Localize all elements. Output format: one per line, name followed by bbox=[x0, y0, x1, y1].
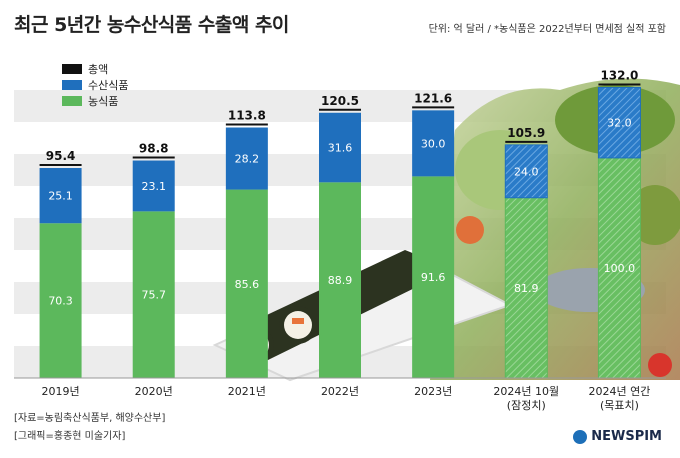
category-label: 2024년 연간 bbox=[588, 385, 650, 398]
bar-seafood bbox=[225, 127, 268, 190]
x-axis: 2019년 2020년 2021년 2022년 2023년 2024년 10월(잠정치) 2… bbox=[14, 377, 666, 412]
legend-label: 수산식품 bbox=[88, 79, 128, 92]
labels-layer: 70.3 25.1 95.4 75.7 23.1 98.8 85.6 28.2 113.8 88.… bbox=[39, 68, 641, 308]
bar-seafood bbox=[504, 144, 548, 199]
tomato-shape bbox=[456, 216, 484, 244]
value-label-agri: 70.3 bbox=[48, 295, 73, 308]
legend-label: 농식품 bbox=[88, 95, 118, 108]
total-label: 120.5 bbox=[321, 94, 359, 108]
tomato-shape bbox=[648, 353, 672, 377]
total-label: 105.9 bbox=[507, 126, 545, 140]
value-label-seafood: 31.6 bbox=[328, 142, 353, 155]
bar-seafood bbox=[412, 110, 455, 177]
bars-layer bbox=[39, 86, 641, 379]
value-label-agri: 100.0 bbox=[604, 262, 636, 275]
total-label: 113.8 bbox=[228, 109, 266, 123]
bar-agri bbox=[132, 211, 175, 378]
chart-title: 최근 5년간 농수산식품 수출액 추이 bbox=[14, 14, 289, 36]
kimbap-slice-shape bbox=[284, 311, 312, 339]
bar-agri bbox=[319, 182, 361, 378]
value-label-agri: 88.9 bbox=[328, 274, 353, 287]
value-label-seafood: 30.0 bbox=[421, 137, 446, 150]
total-label: 98.8 bbox=[139, 142, 169, 156]
category-sublabel: (목표치) bbox=[600, 399, 639, 412]
source-note: [자료=농림축산식품부, 해양수산부] bbox=[14, 413, 166, 424]
newspim-logo: NEWSPIM bbox=[573, 429, 662, 444]
unit-note: 단위: 억 달러 / *농식품은 2022년부터 면세점 실적 포함 bbox=[428, 24, 666, 35]
legend-swatch bbox=[62, 96, 82, 106]
value-label-agri: 91.6 bbox=[421, 271, 446, 284]
category-label: 2020년 bbox=[135, 385, 173, 398]
bar-agri bbox=[225, 189, 268, 378]
category-sublabel: (잠정치) bbox=[507, 399, 546, 412]
category-label: 2023년 bbox=[414, 385, 452, 398]
category-label: 2019년 bbox=[42, 385, 80, 398]
bar-seafood bbox=[132, 160, 175, 212]
value-label-agri: 85.6 bbox=[235, 278, 260, 291]
bar-seafood bbox=[39, 168, 82, 224]
bar-seafood bbox=[319, 112, 361, 183]
legend-swatch bbox=[62, 64, 82, 74]
total-label: 132.0 bbox=[600, 68, 638, 82]
kimbap-filling-shape bbox=[292, 318, 304, 324]
legend-swatch bbox=[62, 80, 82, 90]
globe-icon bbox=[573, 429, 588, 444]
total-label: 95.4 bbox=[46, 149, 76, 163]
category-label: 2021년 bbox=[228, 385, 266, 398]
bar-agri bbox=[412, 176, 455, 378]
bar-agri bbox=[39, 223, 82, 378]
logo-text: NEWSPIM bbox=[591, 429, 662, 444]
total-label: 121.6 bbox=[414, 91, 452, 105]
category-label: 2022년 bbox=[321, 385, 359, 398]
value-label-agri: 81.9 bbox=[514, 282, 539, 295]
category-label: 2024년 10월 bbox=[493, 385, 559, 398]
value-label-seafood: 28.2 bbox=[235, 153, 260, 166]
value-label-agri: 75.7 bbox=[141, 289, 166, 302]
credit-note: [그래픽=홍종현 미술기자] bbox=[14, 431, 126, 442]
value-label-seafood: 24.0 bbox=[514, 165, 539, 178]
bar-seafood bbox=[597, 86, 641, 159]
value-label-seafood: 25.1 bbox=[48, 190, 73, 203]
value-label-seafood: 32.0 bbox=[607, 117, 632, 130]
value-label-seafood: 23.1 bbox=[141, 180, 166, 193]
legend-label: 총액 bbox=[88, 63, 108, 76]
bar-agri bbox=[597, 157, 641, 379]
